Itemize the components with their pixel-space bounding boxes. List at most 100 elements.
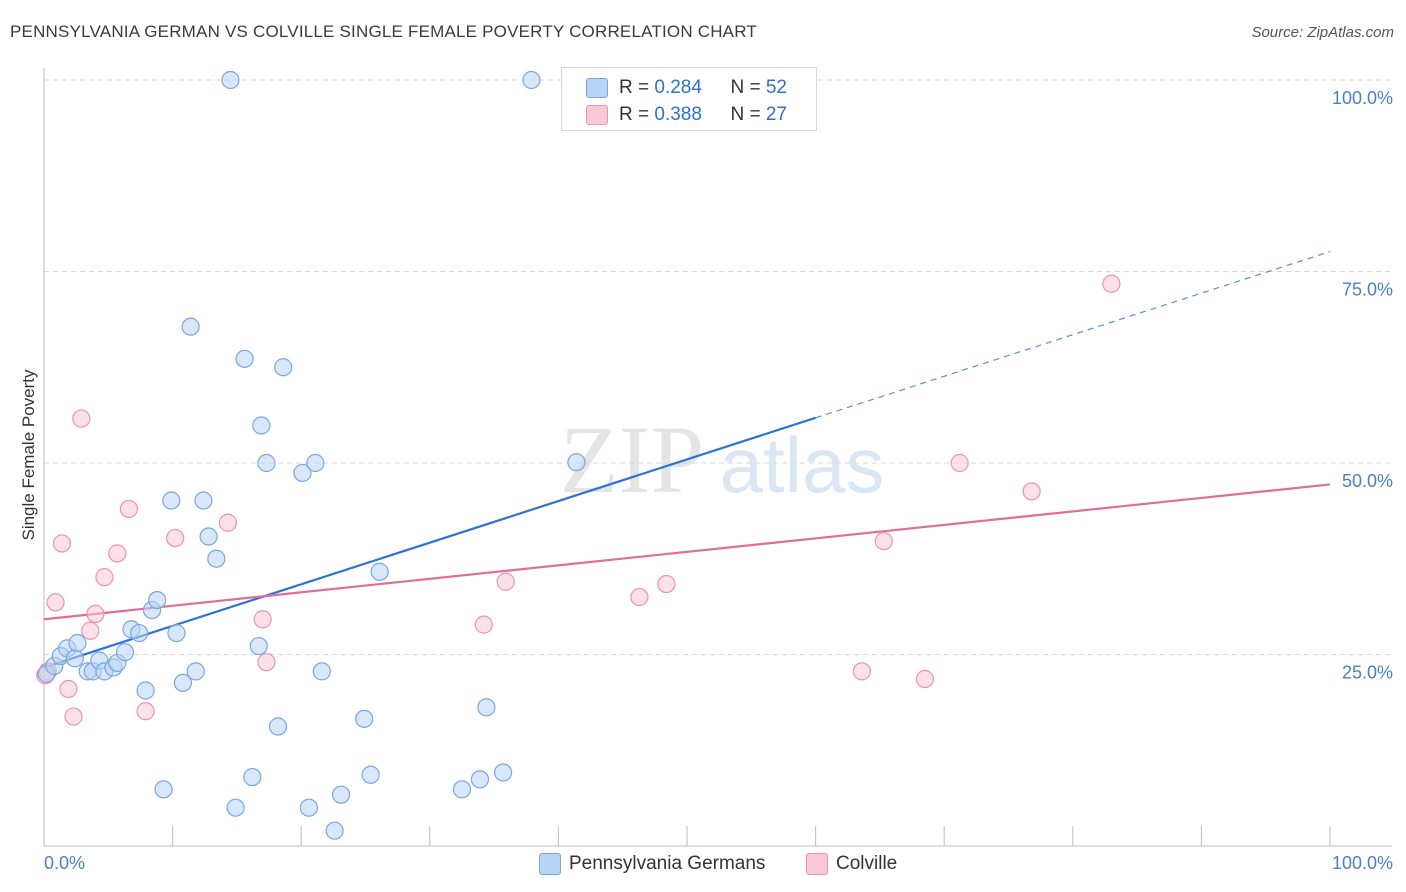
blue-data-point bbox=[207, 549, 226, 568]
pink-data-point bbox=[257, 653, 276, 672]
blue-data-point bbox=[194, 491, 213, 510]
x-tick-label: 100.0% bbox=[1332, 853, 1393, 873]
y-tick-label: 25.0% bbox=[1342, 663, 1393, 683]
blue-data-point bbox=[522, 70, 541, 90]
x-tick-label: 0.0% bbox=[44, 853, 85, 873]
blue-data-point bbox=[252, 416, 271, 435]
y-tick-label: 100.0% bbox=[1332, 88, 1393, 108]
pink-data-point bbox=[81, 621, 100, 640]
blue-data-point bbox=[130, 623, 149, 643]
data-points bbox=[36, 70, 1121, 840]
pink-trend-line bbox=[43, 483, 1331, 621]
blue-data-point bbox=[355, 709, 374, 728]
legend-n-value: 52 bbox=[765, 77, 787, 98]
blue-data-point bbox=[167, 623, 186, 643]
pink-data-point bbox=[496, 572, 515, 591]
y-tick-label: 75.0% bbox=[1342, 280, 1393, 300]
blue-data-point bbox=[65, 649, 84, 668]
legend-n-value: 27 bbox=[765, 104, 787, 125]
blue-data-point bbox=[249, 636, 268, 656]
legend-swatch-blue bbox=[586, 78, 608, 98]
blue-data-point bbox=[293, 463, 312, 483]
y-tick-label: 50.0% bbox=[1342, 471, 1393, 491]
legend-n-label: N = bbox=[730, 77, 766, 98]
blue-data-point bbox=[274, 358, 293, 377]
legend-label: Pennsylvania Germans bbox=[569, 853, 766, 874]
blue-data-point bbox=[494, 763, 513, 782]
chart-title: PENNSYLVANIA GERMAN VS COLVILLE SINGLE F… bbox=[10, 22, 757, 41]
pink-data-point bbox=[253, 610, 272, 629]
pink-data-point bbox=[950, 453, 969, 473]
pink-data-point bbox=[874, 532, 893, 551]
blue-data-point bbox=[257, 453, 276, 473]
blue-trend-line bbox=[43, 416, 816, 669]
blue-data-point bbox=[243, 767, 262, 787]
pink-data-point bbox=[915, 669, 935, 689]
blue-data-point bbox=[470, 770, 490, 789]
pink-data-point bbox=[95, 568, 114, 587]
blue-data-point bbox=[199, 527, 218, 546]
legend-n-label: N = bbox=[730, 104, 766, 125]
blue-data-point bbox=[306, 453, 325, 473]
legend-label: Colville bbox=[836, 853, 898, 874]
pink-data-point bbox=[630, 587, 649, 607]
blue-data-point bbox=[312, 662, 331, 681]
legend-r-label: R = bbox=[619, 104, 655, 125]
blue-data-point bbox=[136, 681, 155, 700]
pink-data-point bbox=[119, 499, 138, 519]
pink-data-point bbox=[1102, 274, 1121, 293]
pink-data-point bbox=[852, 662, 871, 681]
blue-data-point bbox=[173, 673, 192, 692]
blue-data-point bbox=[68, 633, 87, 653]
pink-data-point bbox=[474, 615, 493, 634]
legend-r-value: 0.284 bbox=[654, 77, 702, 98]
y-axis-label: Single Female Poverty bbox=[19, 369, 38, 541]
blue-data-point bbox=[226, 798, 245, 817]
blue-data-point bbox=[162, 491, 181, 510]
source-label: Source: ZipAtlas.com bbox=[1251, 24, 1394, 41]
pink-data-point bbox=[218, 513, 237, 532]
blue-data-point bbox=[186, 662, 205, 681]
blue-data-point bbox=[567, 453, 586, 472]
watermark-atlas: atlas bbox=[720, 421, 885, 509]
blue-data-point bbox=[299, 798, 319, 817]
pink-data-point bbox=[64, 707, 83, 726]
legend-row-blue: R = 0.284 N = 52 bbox=[562, 75, 816, 101]
pink-data-point bbox=[166, 528, 185, 548]
pink-data-point bbox=[86, 604, 105, 624]
blue-data-point bbox=[325, 821, 344, 840]
blue-data-point bbox=[221, 70, 240, 90]
pink-data-point bbox=[136, 702, 155, 721]
series-legend: Pennsylvania Germans Colville bbox=[0, 852, 1406, 878]
pink-data-point bbox=[52, 534, 72, 553]
blue-trend-extension bbox=[815, 251, 1331, 419]
blue-data-point bbox=[154, 780, 173, 799]
blue-data-point bbox=[452, 780, 472, 799]
blue-data-point bbox=[477, 698, 496, 717]
blue-data-point bbox=[361, 765, 380, 784]
pink-data-point bbox=[1022, 482, 1041, 501]
trend-lines bbox=[43, 251, 1331, 669]
legend-r-label: R = bbox=[619, 77, 655, 98]
blue-data-point bbox=[370, 562, 389, 581]
pink-data-point bbox=[59, 679, 78, 699]
axes bbox=[43, 68, 1392, 847]
pink-data-point bbox=[72, 409, 91, 428]
legend-swatch-blue bbox=[539, 853, 561, 875]
blue-data-point bbox=[235, 349, 254, 368]
blue-data-point bbox=[331, 785, 351, 804]
blue-data-point bbox=[181, 317, 200, 336]
correlation-legend: R = 0.284 N = 52 R = 0.388 N = 27 bbox=[561, 67, 817, 131]
legend-row-pink: R = 0.388 N = 27 bbox=[562, 102, 816, 128]
pink-data-point bbox=[46, 593, 65, 612]
tick-labels: 25.0% 50.0% 75.0% 100.0% 0.0% 100.0% bbox=[44, 88, 1393, 873]
pink-data-point bbox=[108, 544, 127, 563]
legend-swatch-pink bbox=[806, 853, 828, 875]
legend-r-value: 0.388 bbox=[654, 104, 702, 125]
blue-data-point bbox=[115, 643, 135, 662]
watermark: ZIP atlas bbox=[560, 406, 884, 513]
blue-data-point bbox=[268, 717, 288, 736]
pink-data-point bbox=[657, 574, 676, 594]
legend-swatch-pink bbox=[586, 105, 608, 125]
